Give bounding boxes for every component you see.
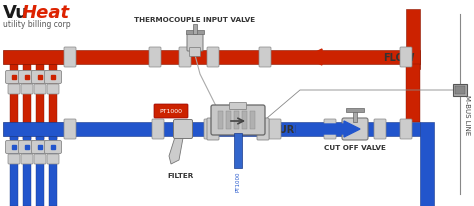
Bar bbox=[250, 111, 255, 129]
FancyBboxPatch shape bbox=[34, 154, 46, 164]
FancyBboxPatch shape bbox=[47, 154, 59, 164]
Bar bbox=[186, 31, 204, 35]
Text: Heat: Heat bbox=[22, 4, 70, 22]
FancyBboxPatch shape bbox=[8, 85, 20, 95]
Text: FLOW: FLOW bbox=[383, 53, 414, 63]
FancyBboxPatch shape bbox=[6, 71, 22, 84]
Bar bbox=[12, 76, 16, 80]
FancyBboxPatch shape bbox=[211, 105, 265, 135]
Bar bbox=[234, 111, 239, 129]
FancyBboxPatch shape bbox=[179, 48, 191, 68]
FancyBboxPatch shape bbox=[187, 34, 203, 52]
Bar bbox=[10, 65, 18, 139]
FancyBboxPatch shape bbox=[45, 141, 62, 154]
FancyBboxPatch shape bbox=[207, 48, 219, 68]
FancyBboxPatch shape bbox=[269, 119, 281, 139]
FancyBboxPatch shape bbox=[154, 104, 188, 118]
FancyBboxPatch shape bbox=[400, 48, 412, 68]
FancyBboxPatch shape bbox=[18, 141, 36, 154]
FancyBboxPatch shape bbox=[152, 119, 164, 139]
Bar bbox=[420, 122, 434, 206]
Bar bbox=[25, 145, 29, 149]
FancyBboxPatch shape bbox=[400, 119, 412, 139]
Bar bbox=[3, 51, 70, 65]
Bar bbox=[226, 111, 231, 129]
Bar bbox=[23, 136, 31, 206]
FancyBboxPatch shape bbox=[190, 48, 201, 57]
FancyBboxPatch shape bbox=[149, 48, 161, 68]
FancyArrow shape bbox=[306, 50, 370, 66]
FancyBboxPatch shape bbox=[173, 120, 192, 139]
Text: THERMOCOUPLE INPUT VALVE: THERMOCOUPLE INPUT VALVE bbox=[135, 17, 255, 23]
Bar bbox=[406, 10, 420, 70]
FancyBboxPatch shape bbox=[31, 71, 48, 84]
Text: CUT OFF VALVE: CUT OFF VALVE bbox=[324, 144, 386, 150]
FancyBboxPatch shape bbox=[34, 85, 46, 95]
Text: PT1000: PT1000 bbox=[236, 171, 240, 192]
FancyBboxPatch shape bbox=[6, 141, 22, 154]
Polygon shape bbox=[169, 137, 183, 164]
FancyBboxPatch shape bbox=[207, 118, 219, 140]
Bar bbox=[3, 122, 70, 136]
FancyBboxPatch shape bbox=[21, 85, 33, 95]
Bar bbox=[36, 136, 44, 206]
FancyBboxPatch shape bbox=[45, 71, 62, 84]
Text: Vu: Vu bbox=[3, 4, 29, 22]
Bar bbox=[51, 145, 55, 149]
FancyBboxPatch shape bbox=[47, 85, 59, 95]
Bar bbox=[406, 65, 420, 122]
Bar bbox=[218, 111, 223, 129]
Bar bbox=[49, 65, 57, 139]
FancyBboxPatch shape bbox=[204, 119, 216, 139]
Bar bbox=[453, 85, 467, 97]
FancyBboxPatch shape bbox=[342, 118, 368, 140]
Bar bbox=[353, 110, 357, 122]
FancyBboxPatch shape bbox=[257, 118, 269, 140]
FancyBboxPatch shape bbox=[8, 154, 20, 164]
Bar bbox=[12, 145, 16, 149]
FancyBboxPatch shape bbox=[64, 48, 76, 68]
Bar bbox=[51, 76, 55, 80]
FancyBboxPatch shape bbox=[18, 71, 36, 84]
Bar bbox=[346, 109, 364, 112]
FancyBboxPatch shape bbox=[31, 141, 48, 154]
Text: utility billing corp: utility billing corp bbox=[3, 20, 71, 29]
Bar bbox=[38, 76, 42, 80]
Bar bbox=[23, 65, 31, 139]
Text: RETURN: RETURN bbox=[258, 124, 302, 134]
FancyBboxPatch shape bbox=[229, 103, 246, 110]
FancyBboxPatch shape bbox=[64, 119, 76, 139]
Bar bbox=[36, 65, 44, 139]
Text: FILTER: FILTER bbox=[168, 172, 194, 178]
Bar bbox=[70, 51, 420, 65]
Bar bbox=[193, 25, 197, 35]
Bar bbox=[49, 136, 57, 206]
FancyBboxPatch shape bbox=[21, 154, 33, 164]
Bar bbox=[38, 145, 42, 149]
Bar bbox=[455, 87, 465, 95]
Bar bbox=[234, 133, 242, 168]
FancyBboxPatch shape bbox=[324, 119, 336, 139]
Bar bbox=[10, 136, 18, 206]
FancyBboxPatch shape bbox=[374, 119, 386, 139]
Bar bbox=[242, 111, 247, 129]
FancyBboxPatch shape bbox=[259, 48, 271, 68]
Text: M-BUS LINE: M-BUS LINE bbox=[464, 94, 470, 135]
Bar bbox=[70, 122, 420, 136]
Bar bbox=[25, 76, 29, 80]
FancyArrow shape bbox=[296, 121, 360, 137]
Text: PT1000: PT1000 bbox=[159, 109, 182, 114]
